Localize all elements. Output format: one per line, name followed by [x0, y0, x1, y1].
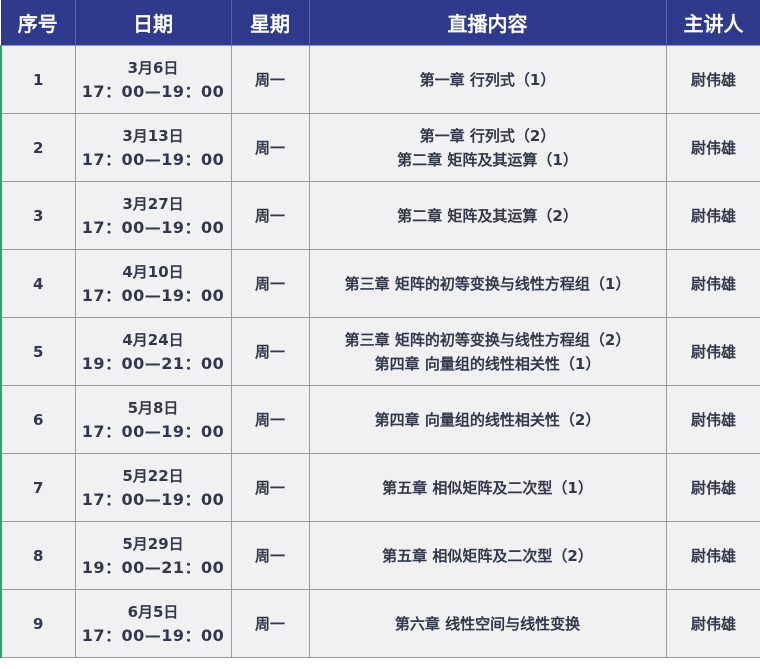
- header-weekday: 星期: [231, 0, 310, 46]
- cell-no: 3: [0, 181, 76, 250]
- content-line: 第一章 行列式（1）: [419, 70, 556, 89]
- cell-weekday: 周一: [230, 317, 310, 386]
- table-row: 8 5月29日 19：00—21：00 周一 第五章 相似矩阵及二次型（2） 尉伟…: [0, 521, 760, 590]
- cell-weekday: 周一: [230, 589, 310, 658]
- cell-weekday: 周一: [230, 385, 310, 454]
- cell-lecturer: 尉伟雄: [665, 45, 760, 114]
- date-text: 5月22日: [122, 466, 184, 485]
- cell-lecturer: 尉伟雄: [665, 181, 760, 250]
- cell-no: 6: [0, 385, 76, 454]
- cell-content: 第五章 相似矩阵及二次型（1）: [308, 453, 667, 522]
- cell-lecturer: 尉伟雄: [665, 453, 760, 522]
- table-row: 4 4月10日 17：00—19：00 周一 第三章 矩阵的初等变换与线性方程组（…: [0, 249, 760, 318]
- content-line: 第二章 矩阵及其运算（2）: [397, 206, 578, 225]
- cell-content: 第三章 矩阵的初等变换与线性方程组（1）: [308, 249, 667, 318]
- content-line: 第四章 向量组的线性相关性（2）: [374, 410, 601, 429]
- time-text: 17：00—19：00: [81, 81, 225, 101]
- table-row: 5 4月24日 19：00—21：00 周一 第三章 矩阵的初等变换与线性方程组（…: [0, 317, 760, 386]
- cell-content: 第三章 矩阵的初等变换与线性方程组（2） 第四章 向量组的线性相关性（1）: [308, 317, 667, 386]
- cell-no: 2: [0, 113, 76, 182]
- content-line: 第一章 行列式（2）: [419, 126, 556, 145]
- header-date: 日期: [75, 0, 232, 46]
- cell-weekday: 周一: [230, 45, 310, 114]
- cell-weekday: 周一: [230, 181, 310, 250]
- table-row: 2 3月13日 17：00—19：00 周一 第一章 行列式（2） 第二章 矩阵及其…: [0, 113, 760, 182]
- date-text: 4月10日: [122, 262, 184, 281]
- date-text: 5月8日: [127, 398, 179, 417]
- date-text: 6月5日: [127, 602, 179, 621]
- time-text: 19：00—21：00: [81, 353, 225, 373]
- date-text: 4月24日: [122, 330, 184, 349]
- content-line: 第四章 向量组的线性相关性（1）: [374, 354, 601, 373]
- cell-content: 第一章 行列式（2） 第二章 矩阵及其运算（1）: [308, 113, 667, 182]
- content-line: 第五章 相似矩阵及二次型（1）: [382, 478, 593, 497]
- time-text: 17：00—19：00: [81, 149, 225, 169]
- date-text: 3月13日: [122, 126, 184, 145]
- table-row: 9 6月5日 17：00—19：00 周一 第六章 线性空间与线性变换 尉伟雄: [0, 589, 760, 658]
- cell-no: 4: [0, 249, 76, 318]
- cell-content: 第二章 矩阵及其运算（2）: [308, 181, 667, 250]
- cell-no: 1: [0, 45, 76, 114]
- cell-date: 3月13日 17：00—19：00: [74, 113, 232, 182]
- table-row: 3 3月27日 17：00—19：00 周一 第二章 矩阵及其运算（2） 尉伟雄: [0, 181, 760, 250]
- cell-date: 5月8日 17：00—19：00: [74, 385, 232, 454]
- cell-lecturer: 尉伟雄: [665, 589, 760, 658]
- cell-date: 4月24日 19：00—21：00: [74, 317, 232, 386]
- time-text: 17：00—19：00: [81, 285, 225, 305]
- content-line: 第三章 矩阵的初等变换与线性方程组（2）: [344, 330, 631, 349]
- cell-no: 7: [0, 453, 76, 522]
- time-text: 17：00—19：00: [81, 489, 225, 509]
- date-text: 5月29日: [122, 534, 184, 553]
- cell-weekday: 周一: [230, 249, 310, 318]
- cell-date: 4月10日 17：00—19：00: [74, 249, 232, 318]
- cell-lecturer: 尉伟雄: [665, 521, 760, 590]
- date-text: 3月6日: [127, 58, 179, 77]
- date-text: 3月27日: [122, 194, 184, 213]
- cell-date: 3月6日 17：00—19：00: [74, 45, 232, 114]
- header-row: 序号 日期 星期 直播内容 主讲人: [1, 0, 760, 46]
- time-text: 19：00—21：00: [81, 557, 225, 577]
- content-line: 第六章 线性空间与线性变换: [394, 614, 581, 633]
- cell-date: 5月22日 17：00—19：00: [74, 453, 232, 522]
- table-row: 6 5月8日 17：00—19：00 周一 第四章 向量组的线性相关性（2） 尉伟…: [0, 385, 760, 454]
- cell-no: 8: [0, 521, 76, 590]
- cell-no: 5: [0, 317, 76, 386]
- header-lecturer: 主讲人: [666, 0, 760, 46]
- cell-no: 9: [0, 589, 76, 658]
- cell-weekday: 周一: [230, 453, 310, 522]
- header-no: 序号: [1, 0, 76, 46]
- content-line: 第二章 矩阵及其运算（1）: [397, 150, 578, 169]
- table-row: 1 3月6日 17：00—19：00 周一 第一章 行列式（1） 尉伟雄: [0, 45, 760, 114]
- cell-weekday: 周一: [230, 521, 310, 590]
- cell-content: 第六章 线性空间与线性变换: [308, 589, 667, 658]
- cell-lecturer: 尉伟雄: [665, 113, 760, 182]
- time-text: 17：00—19：00: [81, 421, 225, 441]
- cell-content: 第四章 向量组的线性相关性（2）: [308, 385, 667, 454]
- cell-date: 6月5日 17：00—19：00: [74, 589, 232, 658]
- header-content: 直播内容: [309, 0, 667, 46]
- time-text: 17：00—19：00: [81, 217, 225, 237]
- table-row: 7 5月22日 17：00—19：00 周一 第五章 相似矩阵及二次型（1） 尉伟…: [0, 453, 760, 522]
- cell-content: 第一章 行列式（1）: [308, 45, 667, 114]
- content-line: 第五章 相似矩阵及二次型（2）: [382, 546, 593, 565]
- cell-date: 5月29日 19：00—21：00: [74, 521, 232, 590]
- cell-lecturer: 尉伟雄: [665, 317, 760, 386]
- content-line: 第三章 矩阵的初等变换与线性方程组（1）: [344, 274, 631, 293]
- cell-date: 3月27日 17：00—19：00: [74, 181, 232, 250]
- cell-lecturer: 尉伟雄: [665, 249, 760, 318]
- cell-weekday: 周一: [230, 113, 310, 182]
- cell-lecturer: 尉伟雄: [665, 385, 760, 454]
- cell-content: 第五章 相似矩阵及二次型（2）: [308, 521, 667, 590]
- time-text: 17：00—19：00: [81, 625, 225, 645]
